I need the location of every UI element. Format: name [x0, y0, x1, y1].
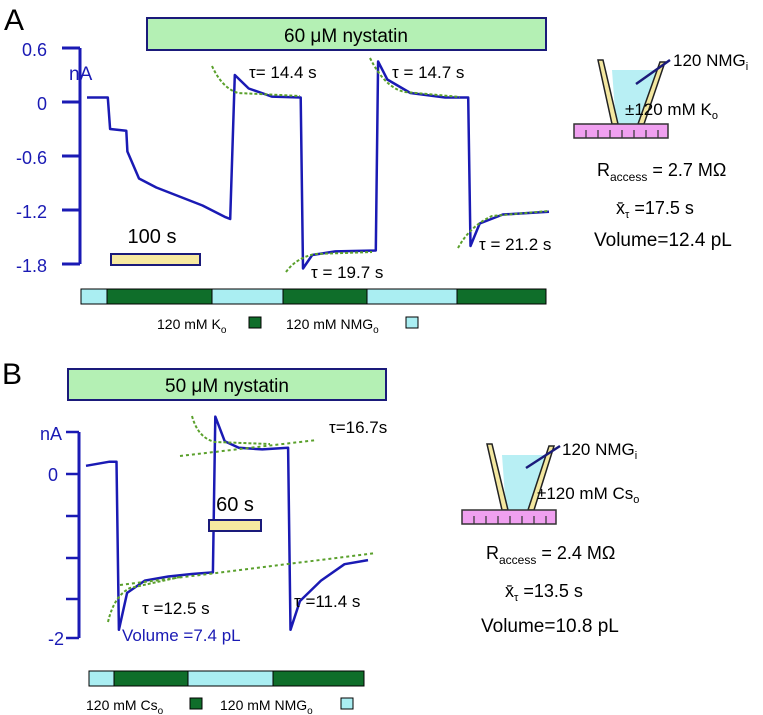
pipette-label-b: 120 NMGi [562, 440, 637, 462]
solution-bar-b [88, 670, 365, 687]
drug-bar-b [67, 368, 387, 401]
pointer-line [635, 58, 671, 86]
legend-k-swatch [248, 316, 262, 329]
legend-cs-label: 120 mM Cso [86, 697, 164, 715]
mean-tau-b: x̄τ =13.5 s [505, 581, 583, 604]
solution-segment-k [106, 288, 213, 305]
chamber [461, 509, 557, 525]
solution-segment-k [456, 288, 547, 305]
tau-label-a: τ = 21.2 s [479, 235, 551, 254]
legend-k-label: 120 mM Ko [157, 316, 227, 336]
chamber-ticks [585, 130, 659, 138]
scale-bar-b [208, 519, 262, 532]
y-tick-label-a: -1.8 [16, 256, 47, 276]
trace-b [85, 415, 369, 632]
solution-segment-nmg [80, 288, 108, 305]
solution-segment-cs [113, 670, 189, 687]
volume-b: Volume=10.8 pL [481, 616, 619, 637]
y-tick-label-a: -0.6 [16, 148, 47, 168]
panel-a: A 60 μM nystatin 0.6 0 -0.6 -1.2 -1.8 nA… [4, 4, 748, 336]
tau-label-a: τ = 14.7 s [392, 63, 464, 82]
y-tick-label-a: 0 [37, 94, 47, 114]
fit-line-b [191, 415, 271, 445]
solution-segment-nmg [88, 670, 115, 687]
drug-label-b: 50 μM nystatin [165, 376, 289, 397]
tau-label-b: τ =11.4 s [294, 592, 360, 611]
mean-tau-a: x̄τ =17.5 s [616, 198, 694, 221]
volume-a: Volume=12.4 pL [594, 230, 732, 251]
solution-segment-nmg [211, 288, 284, 305]
access-resistance-b: Raccess = 2.4 MΩ [486, 543, 615, 567]
volume-inline-b: Volume =7.4 pL [122, 626, 241, 645]
tau-label-b: τ =12.5 s [142, 599, 210, 618]
y-tick-label-b: 0 [48, 465, 58, 485]
current-trace [85, 415, 369, 632]
bath-label-a: ±120 mM Ko [625, 100, 718, 122]
legend-nmg-label-a: 120 mM NMGo [286, 316, 379, 336]
pipette-solution [502, 455, 548, 510]
fit-line-b [179, 439, 318, 457]
y-unit-a: nA [69, 64, 93, 85]
chamber-ticks [473, 516, 547, 524]
fit-line-b [119, 552, 377, 586]
y-tick-label-a: 0.6 [22, 40, 47, 60]
legend-nmg-swatch-a [405, 316, 419, 329]
solution-segment-nmg [366, 288, 458, 305]
panel-b-letter: B [2, 358, 22, 391]
y-unit-b: nA [40, 424, 62, 444]
scale-bar-label-a: 100 s [128, 226, 177, 248]
drug-bar-a [146, 17, 547, 51]
pipette-label-a: 120 NMGi [673, 51, 748, 73]
scale-bar-label-b: 60 s [216, 494, 254, 516]
fit-line-b [107, 576, 181, 623]
scale-bar-a [110, 253, 201, 266]
solution-bar-a [80, 288, 547, 305]
bath-label-b: ±120 mM Cso [537, 484, 639, 506]
solution-segment-nmg [187, 670, 274, 687]
y-tick-label-b: -2 [48, 629, 64, 649]
solution-segment-cs [272, 670, 365, 687]
tau-label-a: τ = 19.7 s [311, 263, 383, 282]
pointer-line [525, 444, 561, 470]
legend-nmg-label-b: 120 mM NMGo [220, 697, 313, 715]
fit-line-a [457, 210, 549, 249]
solution-segment-k [282, 288, 368, 305]
pipette-schematic-b [461, 443, 561, 525]
drug-label-a: 60 μM nystatin [284, 26, 408, 47]
panel-a-letter: A [4, 4, 24, 37]
tau-label-a: τ= 14.4 s [249, 63, 317, 82]
legend-cs-swatch [189, 697, 203, 710]
legend-nmg-swatch-b [340, 697, 354, 710]
access-resistance-a: Raccess = 2.7 MΩ [597, 160, 726, 184]
fit-line-a [369, 57, 461, 98]
y-tick-label-a: -1.2 [16, 202, 47, 222]
chamber [573, 123, 669, 139]
panel-b: B 50 μM nystatin nA 0 -2 τ=16.7s τ =12.5… [2, 358, 639, 715]
pipette-schematic-a [573, 58, 671, 139]
pipette-solution [612, 70, 658, 124]
tau-label-b: τ=16.7s [329, 418, 387, 437]
